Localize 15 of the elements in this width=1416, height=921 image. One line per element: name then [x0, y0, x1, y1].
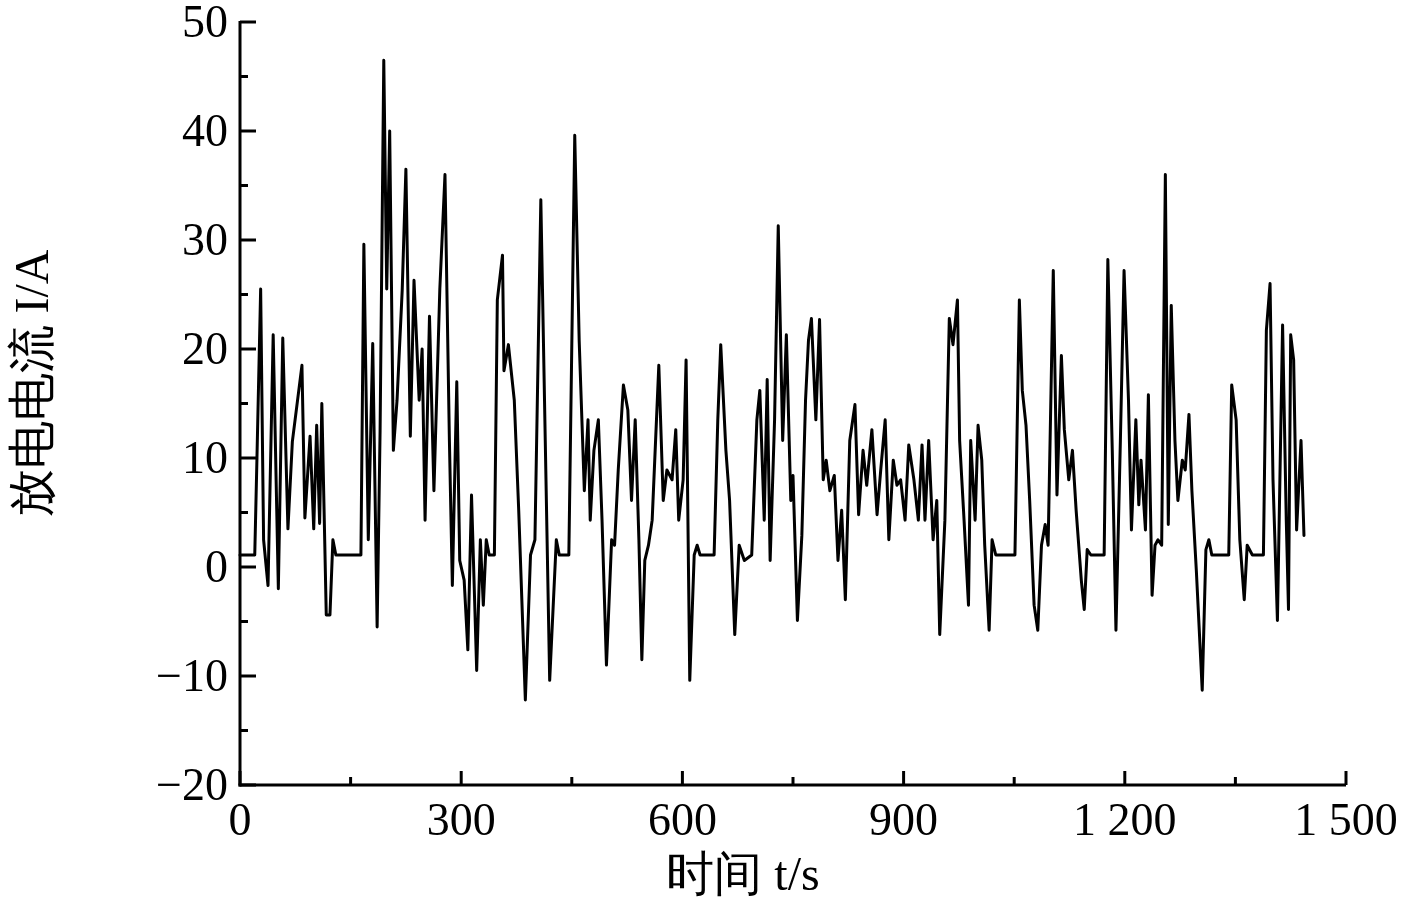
y-tick-label: 30: [182, 214, 228, 265]
y-tick-label: 40: [182, 105, 228, 156]
y-axis-title: 放电电流 I/A: [5, 249, 58, 518]
y-tick-label: −20: [156, 759, 228, 810]
x-axis-title: 时间 t/s: [666, 847, 820, 900]
x-tick-label: 600: [647, 794, 717, 845]
y-tick-label: 20: [182, 323, 228, 374]
y-tick-label: 10: [182, 432, 228, 483]
x-tick-label: 1 200: [1073, 794, 1177, 845]
y-tick-label: −10: [156, 650, 228, 701]
y-tick-label: 50: [182, 0, 228, 47]
y-tick-label: 0: [205, 541, 228, 592]
x-tick-label: 900: [869, 794, 939, 845]
x-tick-label: 1 500: [1294, 794, 1398, 845]
x-tick-label: 300: [426, 794, 496, 845]
